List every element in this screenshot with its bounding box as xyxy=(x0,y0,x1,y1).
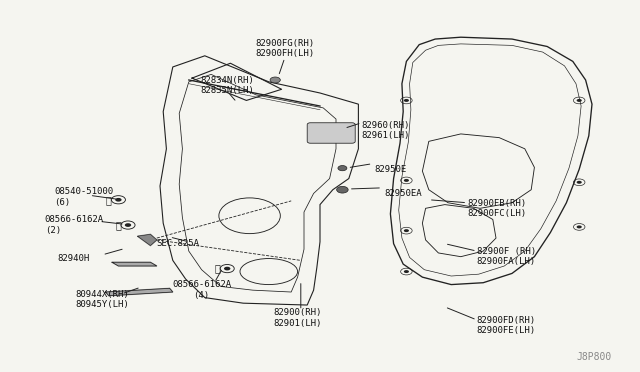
Circle shape xyxy=(115,198,122,202)
Circle shape xyxy=(337,186,348,193)
Text: 82960(RH)
82961(LH): 82960(RH) 82961(LH) xyxy=(362,121,410,140)
Circle shape xyxy=(577,99,582,102)
Polygon shape xyxy=(112,262,157,266)
Text: 82900FD(RH)
82900FE(LH): 82900FD(RH) 82900FE(LH) xyxy=(477,316,536,335)
Text: SEC.825A: SEC.825A xyxy=(157,239,200,248)
Circle shape xyxy=(404,229,409,232)
Text: 82950EA: 82950EA xyxy=(384,189,422,198)
Text: J8P800: J8P800 xyxy=(576,352,611,362)
Text: 82900(RH)
82901(LH): 82900(RH) 82901(LH) xyxy=(273,308,322,328)
Circle shape xyxy=(125,223,131,227)
Text: Ⓘ: Ⓘ xyxy=(106,195,112,205)
Circle shape xyxy=(404,270,409,273)
Text: 82900FB(RH)
82900FC(LH): 82900FB(RH) 82900FC(LH) xyxy=(467,199,526,218)
Circle shape xyxy=(577,181,582,184)
Circle shape xyxy=(404,99,409,102)
Text: 82940H: 82940H xyxy=(58,254,90,263)
Text: 80944X(RH)
80945Y(LH): 80944X(RH) 80945Y(LH) xyxy=(76,290,129,309)
FancyBboxPatch shape xyxy=(307,123,355,143)
Text: 08540-51000
(6): 08540-51000 (6) xyxy=(54,187,113,207)
Polygon shape xyxy=(106,288,173,296)
Text: Ⓢ: Ⓢ xyxy=(115,220,122,230)
Text: 82834N(RH)
82835N(LH): 82834N(RH) 82835N(LH) xyxy=(200,76,254,95)
Text: 08566-6162A
(2): 08566-6162A (2) xyxy=(45,215,104,235)
Circle shape xyxy=(577,225,582,228)
Text: Ⓢ: Ⓢ xyxy=(214,264,221,273)
Circle shape xyxy=(404,179,409,182)
Circle shape xyxy=(270,77,280,83)
Text: 82900F (RH)
82900FA(LH): 82900F (RH) 82900FA(LH) xyxy=(477,247,536,266)
Text: 08566-6162A
(4): 08566-6162A (4) xyxy=(172,280,231,300)
Circle shape xyxy=(224,267,230,270)
Polygon shape xyxy=(138,234,157,246)
Text: 82950E: 82950E xyxy=(374,165,406,174)
Circle shape xyxy=(338,166,347,171)
Text: 82900FG(RH)
82900FH(LH): 82900FG(RH) 82900FH(LH) xyxy=(255,39,314,58)
